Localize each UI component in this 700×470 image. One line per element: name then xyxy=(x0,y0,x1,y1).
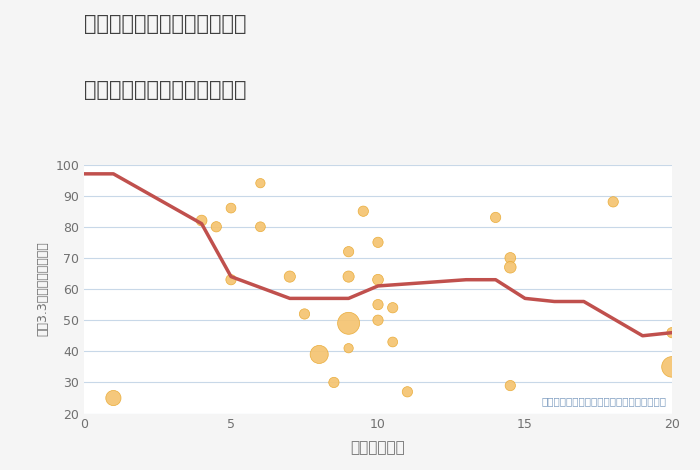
Point xyxy=(284,273,295,280)
Point xyxy=(608,198,619,206)
Y-axis label: 坪（3.3㎡）単価（万円）: 坪（3.3㎡）単価（万円） xyxy=(36,242,50,337)
Point xyxy=(343,345,354,352)
Point xyxy=(343,248,354,256)
Point xyxy=(358,207,369,215)
Point xyxy=(372,316,384,324)
Point xyxy=(299,310,310,318)
Point xyxy=(211,223,222,231)
Point xyxy=(343,273,354,280)
Point xyxy=(108,394,119,402)
Point xyxy=(372,301,384,308)
X-axis label: 駅距離（分）: 駅距離（分） xyxy=(351,440,405,455)
Text: 岐阜県可児郡御嵩町美佐野の: 岐阜県可児郡御嵩町美佐野の xyxy=(84,14,246,34)
Point xyxy=(225,276,237,283)
Point xyxy=(666,329,678,337)
Point xyxy=(372,276,384,283)
Point xyxy=(328,379,339,386)
Text: 駅距離別中古マンション価格: 駅距離別中古マンション価格 xyxy=(84,80,246,100)
Point xyxy=(196,217,207,224)
Point xyxy=(372,239,384,246)
Point xyxy=(255,223,266,231)
Point xyxy=(314,351,325,358)
Point xyxy=(402,388,413,396)
Point xyxy=(490,214,501,221)
Point xyxy=(505,382,516,389)
Point xyxy=(505,254,516,262)
Point xyxy=(505,264,516,271)
Point xyxy=(225,204,237,212)
Point xyxy=(343,320,354,327)
Point xyxy=(255,180,266,187)
Text: 円の大きさは、取引のあった物件面積を示す: 円の大きさは、取引のあった物件面積を示す xyxy=(541,396,666,406)
Point xyxy=(387,304,398,312)
Point xyxy=(387,338,398,346)
Point xyxy=(666,363,678,371)
